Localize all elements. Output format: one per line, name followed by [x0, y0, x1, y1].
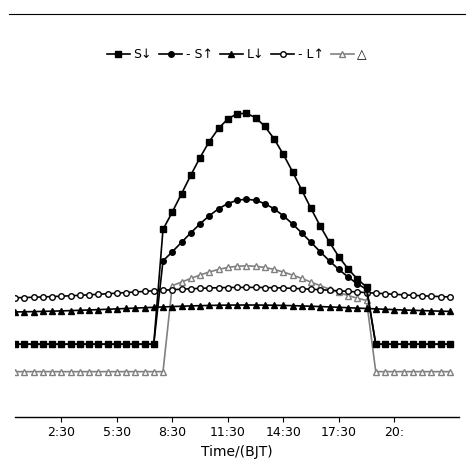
Legend: S↓, - S↑, L↓, - L↑, △: S↓, - S↑, L↓, - L↑, △ [102, 43, 372, 66]
X-axis label: Time/(BJT): Time/(BJT) [201, 445, 273, 459]
